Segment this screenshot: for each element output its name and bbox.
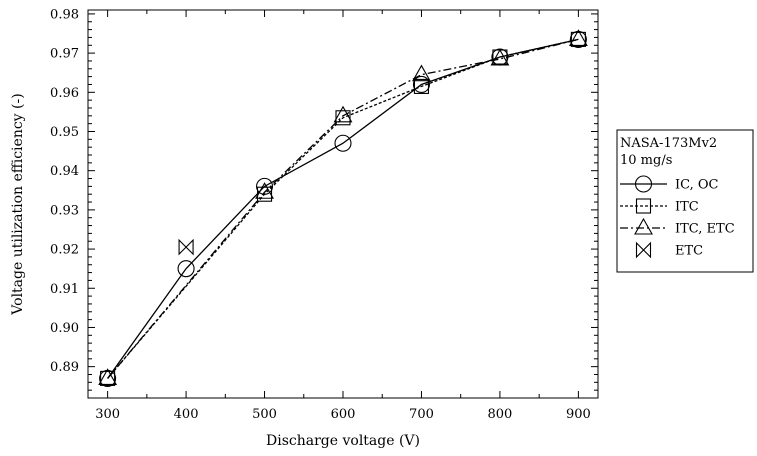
legend-label-1: ITC xyxy=(675,200,699,215)
x-tick-label: 500 xyxy=(252,407,277,422)
data-point-2 xyxy=(333,105,353,123)
plot-layer xyxy=(98,29,588,387)
data-point-1 xyxy=(570,31,586,47)
series-line-0 xyxy=(107,38,579,379)
data-point-2 xyxy=(255,182,274,199)
y-tick-label: 0.98 xyxy=(50,7,79,22)
legend-marker-0 xyxy=(634,175,653,193)
series-line-1 xyxy=(107,38,579,379)
y-tick-label: 0.97 xyxy=(50,47,79,62)
legend-label-2: ITC, ETC xyxy=(675,222,735,237)
data-point-1 xyxy=(335,110,351,126)
data-point-0 xyxy=(334,134,352,152)
data-point-2 xyxy=(98,368,118,385)
y-tick-label: 0.94 xyxy=(50,164,79,179)
x-axis-title: Discharge voltage (V) xyxy=(266,433,420,449)
plot-frame xyxy=(87,9,599,399)
y-axis-title: Voltage utilization efficiency (-) xyxy=(10,93,26,315)
axes: 300 400 500 600 700 800 900 0.89 0.90 0.91 0.92 0.9… xyxy=(50,7,599,422)
data-point-2 xyxy=(568,29,588,46)
legend-title: NASA-173Mv2 xyxy=(620,136,717,151)
legend-box xyxy=(616,129,754,273)
data-point-2 xyxy=(412,64,431,82)
legend-marker-1 xyxy=(635,198,652,214)
y-tick-label: 0.93 xyxy=(50,203,79,218)
legend-label-3: ETC xyxy=(675,244,703,259)
legend-marker-3 xyxy=(635,241,652,259)
y-tick-label: 0.91 xyxy=(50,282,79,297)
legend-label-0: IC, OC xyxy=(675,178,719,193)
x-tick-label: 400 xyxy=(174,407,199,422)
x-tick-label: 800 xyxy=(488,407,513,422)
y-tick-label: 0.92 xyxy=(50,243,79,258)
data-point-1 xyxy=(100,370,116,386)
data-point-1 xyxy=(256,186,273,202)
y-tick-label: 0.95 xyxy=(50,125,79,140)
legend-subtitle: 10 mg/s xyxy=(620,153,672,168)
x-tick-label: 900 xyxy=(566,407,591,422)
y-tick-label: 0.89 xyxy=(50,360,79,375)
legend: NASA-173Mv2 10 mg/s IC, OC ITC ITC, ETC ETC xyxy=(616,129,754,273)
series-line-2 xyxy=(107,38,579,379)
data-point-1 xyxy=(413,78,430,94)
y-tick-label: 0.96 xyxy=(50,86,79,101)
legend-marker-2 xyxy=(634,217,653,235)
x-tick-label: 700 xyxy=(409,407,434,422)
data-point-0 xyxy=(177,260,195,278)
y-tick-label: 0.90 xyxy=(50,321,79,336)
legend-entries: IC, OC ITC ITC, ETC ETC xyxy=(620,175,735,259)
data-point-3 xyxy=(178,238,194,256)
data-point-2 xyxy=(490,48,510,66)
data-point-0 xyxy=(255,177,274,195)
x-tick-label: 600 xyxy=(331,407,356,422)
data-point-0 xyxy=(412,75,431,94)
x-tick-label: 300 xyxy=(95,407,120,422)
